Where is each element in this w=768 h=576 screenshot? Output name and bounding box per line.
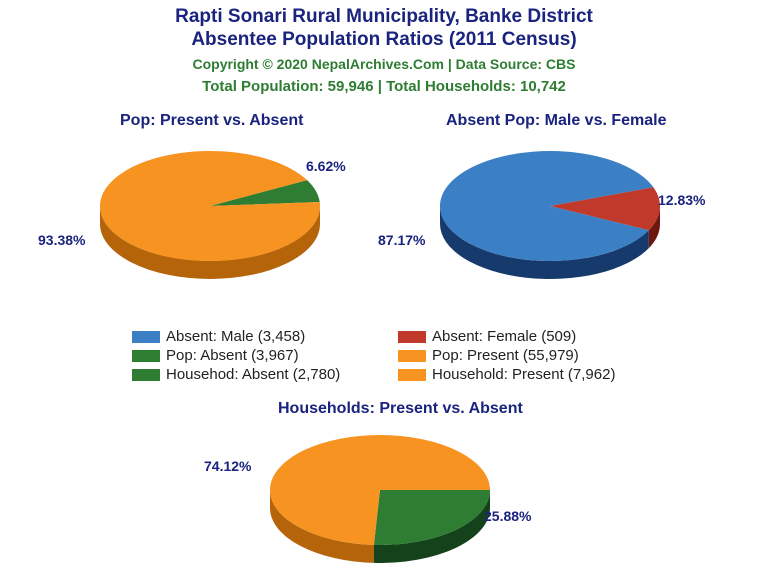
legend-swatch bbox=[132, 350, 160, 362]
label-pop-absent: 6.62% bbox=[306, 158, 346, 174]
pie-pop bbox=[80, 134, 340, 304]
pie-hh bbox=[250, 418, 510, 568]
legend-swatch bbox=[398, 350, 426, 362]
legend-item: Househod: Absent (2,780) bbox=[132, 366, 386, 383]
legend-item: Absent: Female (509) bbox=[398, 328, 652, 345]
legend-item: Pop: Absent (3,967) bbox=[132, 347, 386, 364]
totals-line: Total Population: 59,946 | Total Househo… bbox=[0, 78, 768, 95]
legend-label: Pop: Absent (3,967) bbox=[166, 347, 299, 364]
legend-swatch bbox=[132, 369, 160, 381]
label-hh-present: 74.12% bbox=[204, 458, 251, 474]
label-hh-absent: 25.88% bbox=[484, 508, 531, 524]
legend-swatch bbox=[398, 331, 426, 343]
title-line-1: Rapti Sonari Rural Municipality, Banke D… bbox=[0, 6, 768, 29]
label-gender-female: 12.83% bbox=[658, 192, 705, 208]
legend-swatch bbox=[132, 331, 160, 343]
legend-item: Pop: Present (55,979) bbox=[398, 347, 652, 364]
legend-label: Househod: Absent (2,780) bbox=[166, 366, 340, 383]
chart-title-pop: Pop: Present vs. Absent bbox=[120, 112, 303, 130]
chart-title-gender: Absent Pop: Male vs. Female bbox=[446, 112, 667, 130]
chart-title-hh: Households: Present vs. Absent bbox=[278, 400, 523, 418]
copyright-line: Copyright © 2020 NepalArchives.Com | Dat… bbox=[0, 56, 768, 72]
legend-item: Absent: Male (3,458) bbox=[132, 328, 386, 345]
label-pop-present: 93.38% bbox=[38, 232, 85, 248]
legend-label: Absent: Female (509) bbox=[432, 328, 576, 345]
legend-label: Household: Present (7,962) bbox=[432, 366, 615, 383]
legend-item: Household: Present (7,962) bbox=[398, 366, 652, 383]
legend-label: Pop: Present (55,979) bbox=[432, 347, 579, 364]
legend: Absent: Male (3,458) Absent: Female (509… bbox=[132, 328, 652, 383]
title-block: Rapti Sonari Rural Municipality, Banke D… bbox=[0, 0, 768, 95]
title-line-2: Absentee Population Ratios (2011 Census) bbox=[0, 29, 768, 52]
legend-label: Absent: Male (3,458) bbox=[166, 328, 305, 345]
pie-gender bbox=[420, 134, 680, 304]
label-gender-male: 87.17% bbox=[378, 232, 425, 248]
legend-swatch bbox=[398, 369, 426, 381]
